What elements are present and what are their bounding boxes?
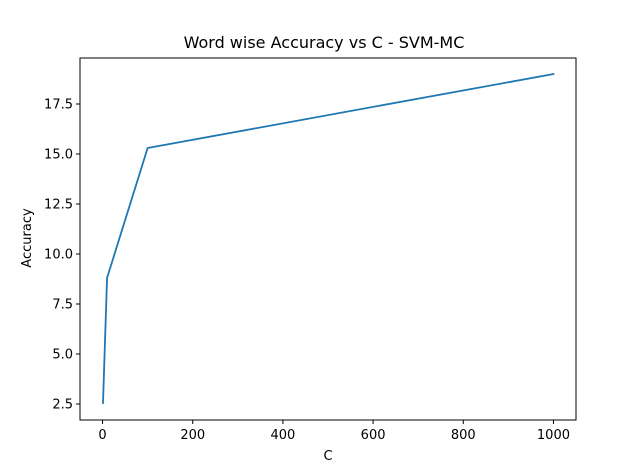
x-tick-label: 800	[451, 428, 476, 443]
series-line-0	[102, 72, 555, 404]
y-tick-label: 2.5	[52, 398, 73, 413]
axes-frame	[79, 57, 577, 421]
y-axis-label: Accuracy	[20, 208, 35, 268]
x-tick-label: 200	[180, 428, 205, 443]
y-tick-label: 5.0	[52, 348, 73, 363]
y-tick-label: 10.0	[44, 248, 73, 263]
x-tick-label: 400	[270, 428, 295, 443]
y-tick-label: 15.0	[44, 148, 73, 163]
y-tick-label: 17.5	[44, 98, 73, 113]
x-tick-label: 0	[98, 428, 106, 443]
y-tick-label: 12.5	[44, 198, 73, 213]
x-tick-label: 600	[361, 428, 386, 443]
chart-title: Word wise Accuracy vs C - SVM-MC	[184, 33, 465, 52]
x-tick-label: 1000	[537, 428, 570, 443]
plot-area	[102, 72, 555, 404]
y-tick-label: 7.5	[52, 298, 73, 313]
axes: 0 200 400 600 800 1000 2.5 5.0 7.5 10.0 12.5 15.0 17…	[44, 57, 577, 443]
x-axis-label: C	[323, 449, 332, 464]
